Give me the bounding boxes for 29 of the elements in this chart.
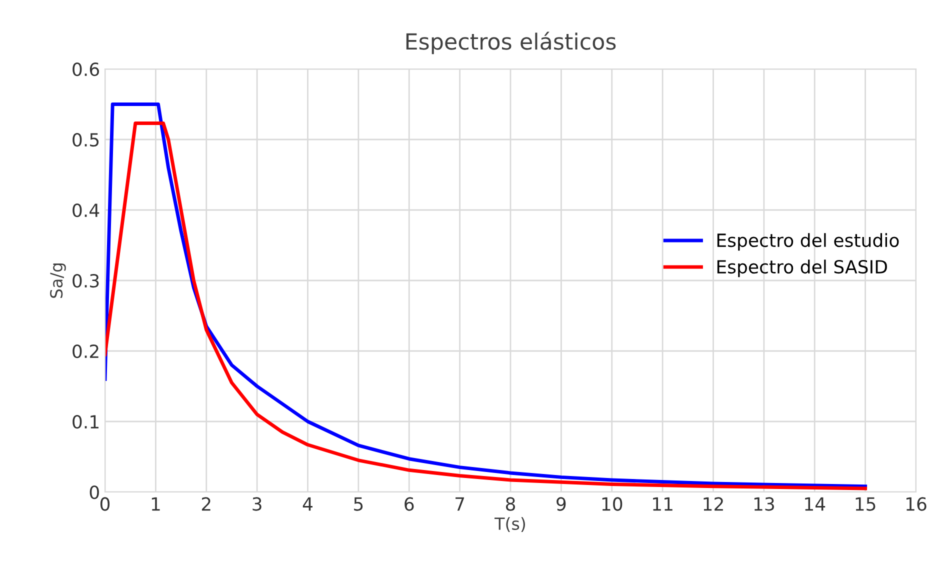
- y-tick-label: 0: [90, 485, 99, 500]
- x-tick-label: 11: [653, 497, 672, 511]
- legend-label: Espectro del SASID: [717, 260, 887, 278]
- x-tick-label: 12: [704, 497, 723, 511]
- y-tick-label: 0.3: [72, 274, 99, 288]
- y-tick-label: 0.1: [72, 414, 98, 429]
- x-tick-label: 5: [354, 497, 363, 511]
- y-tick-label: 0.4: [72, 203, 100, 218]
- x-tick-label: 2: [202, 497, 210, 511]
- x-tick-label: 1: [152, 497, 160, 511]
- x-tick-label: 13: [754, 497, 774, 511]
- x-tick-label: 16: [906, 497, 926, 511]
- x-axis-title: T(s): [494, 517, 526, 532]
- y-tick-label: 0.5: [72, 132, 99, 147]
- x-tick-label: 4: [302, 497, 312, 511]
- y-tick-label: 0.2: [72, 344, 98, 358]
- legend-label: Espectro del estudio: [717, 233, 899, 251]
- x-tick-label: 0: [100, 497, 110, 511]
- x-tick-label: 7: [456, 497, 464, 511]
- x-tick-label: 10: [602, 497, 622, 511]
- y-axis-title: Sa/g: [50, 264, 66, 298]
- chart-title: Espectros elásticos: [406, 32, 616, 54]
- x-tick-label: 14: [805, 497, 826, 511]
- x-tick-label: 15: [856, 497, 876, 511]
- x-tick-label: 9: [556, 497, 566, 511]
- x-tick-label: 6: [404, 497, 414, 511]
- y-tick-label: 0.6: [72, 62, 100, 76]
- x-tick-label: 8: [506, 497, 516, 511]
- x-tick-label: 3: [252, 497, 262, 511]
